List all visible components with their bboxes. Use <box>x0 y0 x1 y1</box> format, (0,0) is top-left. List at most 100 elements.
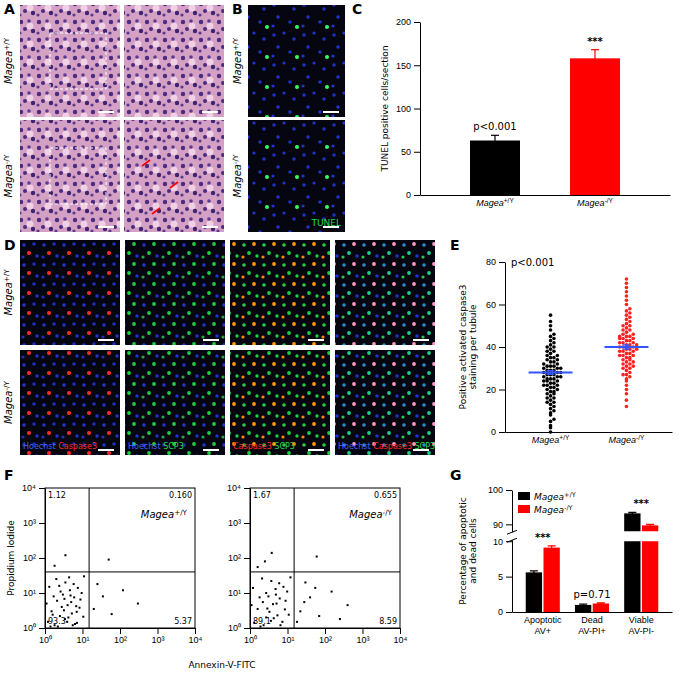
point <box>552 377 556 381</box>
point <box>549 324 553 328</box>
superscript: +/Y <box>559 434 570 441</box>
annotation: *** <box>587 36 603 47</box>
text-part: Magea <box>532 435 560 445</box>
tick-mark <box>195 628 196 634</box>
stain-label: SCP3 <box>161 442 184 451</box>
point <box>296 621 298 623</box>
point <box>618 354 622 358</box>
point <box>549 394 553 398</box>
bar <box>575 605 591 612</box>
point <box>69 589 71 591</box>
axis-title: TUNEL positive cells/section <box>380 45 390 172</box>
arrow <box>170 182 178 188</box>
annotation: *** <box>633 498 649 509</box>
point <box>628 311 632 315</box>
tick: DeadAV-PI+ <box>578 612 606 636</box>
axis: Magea+/YMagea-/Y <box>506 432 673 445</box>
plot-frame <box>250 488 400 628</box>
bar <box>570 58 620 195</box>
quadrant-label: 0.655 <box>374 491 397 500</box>
axis-title-line: Positive activated caspase3 <box>458 285 468 410</box>
point <box>621 349 625 353</box>
point <box>266 608 268 610</box>
point <box>631 354 635 358</box>
point <box>549 343 553 347</box>
text-part: Magea <box>577 198 605 208</box>
point <box>625 383 629 387</box>
micrograph <box>335 350 435 455</box>
point <box>257 566 259 568</box>
scale-bar <box>98 449 114 451</box>
axis: 020406080 <box>486 257 506 437</box>
point <box>545 383 549 387</box>
row-label: Magea-/Y <box>231 154 243 197</box>
tick-label: 100 <box>396 104 411 114</box>
tick-mark <box>414 152 420 153</box>
point <box>261 577 263 579</box>
tick: 10³ <box>151 628 164 645</box>
point <box>549 407 553 411</box>
bar <box>470 141 520 195</box>
micrograph <box>248 5 345 117</box>
plot-area <box>526 512 659 612</box>
point <box>54 565 56 567</box>
text-part: Magea <box>232 164 243 197</box>
tick: 60 <box>486 300 505 310</box>
axis-line <box>505 263 506 433</box>
point <box>621 366 625 370</box>
tick: 100 <box>396 104 420 114</box>
tick-label: 10⁴ <box>227 483 241 493</box>
tick-label: 50 <box>401 147 411 157</box>
point <box>549 328 553 332</box>
point <box>264 560 266 562</box>
gate-line <box>89 488 90 628</box>
axis-line <box>420 23 421 196</box>
error-bar <box>530 571 538 574</box>
tick-mark <box>244 488 250 489</box>
point <box>631 360 635 364</box>
point <box>279 597 281 599</box>
point <box>625 298 629 302</box>
superscript: -/Y <box>2 380 11 390</box>
point <box>545 396 549 400</box>
point <box>275 594 277 596</box>
micrograph <box>230 350 330 455</box>
tick-mark <box>414 195 420 196</box>
error-bar <box>646 524 654 526</box>
point <box>625 286 629 290</box>
point <box>63 598 65 600</box>
point <box>67 604 69 606</box>
point <box>82 616 84 618</box>
scale-bar <box>308 339 324 341</box>
annotation: *** <box>535 532 551 543</box>
point <box>542 362 546 366</box>
micrograph <box>20 5 120 117</box>
point <box>556 366 560 370</box>
axis-title: Percentage of apoptoticand dead cells <box>458 497 478 605</box>
panel-label: D <box>4 237 16 253</box>
point <box>559 366 563 370</box>
point <box>549 411 553 415</box>
point <box>552 356 556 360</box>
tick-label: 10⁰ <box>228 623 241 633</box>
point <box>628 339 632 343</box>
superscript: +/Y <box>504 197 515 204</box>
point <box>316 556 318 558</box>
axis: ApoptoticAV+DeadAV-PI+ViableAV-PI- <box>513 612 673 636</box>
point <box>542 366 546 370</box>
axis-title-line: Percentage of apoptotic <box>458 497 468 605</box>
plot-area <box>470 50 620 195</box>
point <box>303 601 305 603</box>
point <box>273 617 275 619</box>
axis: Magea+/YMagea-/Y <box>421 195 671 208</box>
tick-label: 10⁰ <box>23 623 36 633</box>
text-part: Magea <box>3 391 14 424</box>
point <box>64 581 66 583</box>
error-cap <box>491 135 499 136</box>
point <box>621 324 625 328</box>
tick-label: 10⁴ <box>189 635 203 645</box>
point <box>272 603 274 605</box>
tick: 10⁰ <box>23 623 45 633</box>
scale-bar <box>98 111 114 113</box>
legend-label: Magea-/Y <box>534 504 573 515</box>
